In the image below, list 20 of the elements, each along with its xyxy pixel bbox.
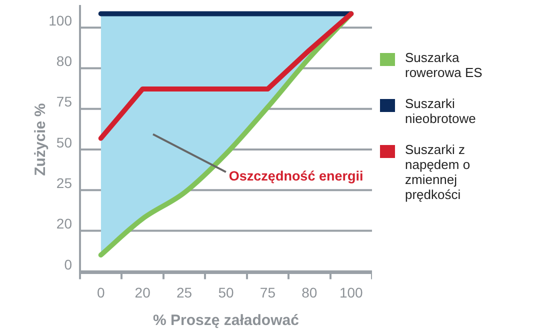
text: 20 [56, 216, 72, 232]
legend-label: Suszarki z napędem o zmiennej prędkości [405, 142, 472, 202]
y-axis-title: Zużycie % [32, 103, 50, 176]
x-tick-label: 50 [218, 284, 234, 300]
text: 25 [56, 174, 72, 191]
x-axis-title: % Proszę załadować [153, 312, 299, 330]
annotation: Oszczędność energii [228, 168, 364, 184]
legend-label: Suszarki nieobrotowe [405, 96, 477, 126]
x-tick-label: 100 [339, 284, 364, 300]
text: 50 [56, 134, 72, 150]
x-tick-label: 20 [134, 284, 151, 300]
text: 0 [64, 256, 72, 272]
x-tick-label: 80 [302, 284, 318, 300]
text: 100 [48, 12, 72, 28]
text: 80 [56, 53, 72, 70]
text: 75 [56, 94, 72, 110]
legend-label: Suszarka rowerowa ES [405, 50, 484, 80]
x-tick-label: 0 [96, 284, 105, 300]
x-tick-label: 75 [260, 284, 276, 300]
x-tick-label: 25 [176, 284, 192, 300]
